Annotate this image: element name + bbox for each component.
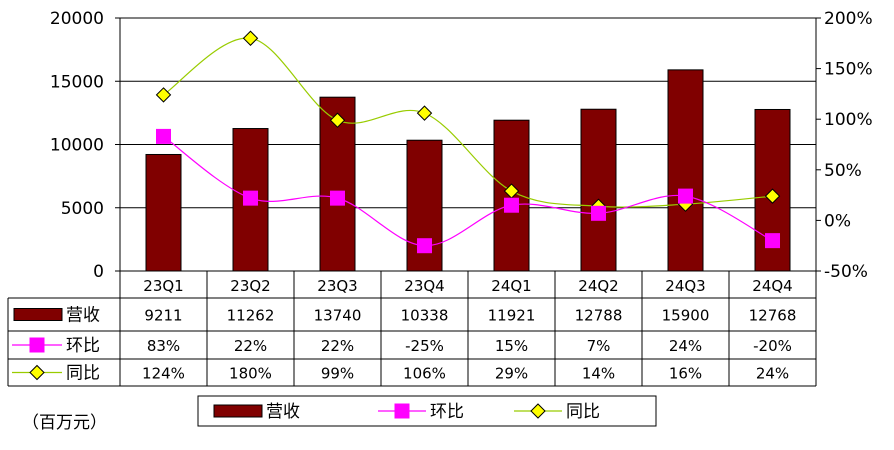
- bar: [580, 108, 617, 272]
- table-cell: -25%: [405, 337, 444, 355]
- data-point: [678, 188, 693, 204]
- data-point: [417, 238, 432, 254]
- table-cell: 22%: [321, 337, 354, 355]
- category-label: 23Q3: [317, 277, 357, 295]
- category-label: 24Q2: [578, 277, 618, 295]
- table-cell: 7%: [587, 337, 611, 355]
- category-label: 24Q1: [491, 277, 531, 295]
- bar: [667, 69, 704, 272]
- series-line: [163, 37, 773, 208]
- row-header-label: 营收: [66, 306, 100, 326]
- row-key-marker: [29, 337, 45, 353]
- y-left-tick-label: 15000: [50, 72, 104, 92]
- table-cell: 9211: [144, 307, 182, 325]
- data-point: [155, 87, 172, 103]
- y-right-tick-label: 0%: [824, 211, 851, 231]
- row-header-label: 环比: [66, 336, 100, 356]
- category-label: 24Q4: [752, 277, 792, 295]
- y-right-tick-label: 150%: [824, 60, 873, 80]
- table-cell: 180%: [229, 365, 272, 383]
- table-cell: 11262: [227, 307, 275, 325]
- table-cell: 15900: [662, 307, 710, 325]
- legend-label: 营收: [266, 402, 300, 422]
- legend: 营收 环比 同比: [197, 395, 657, 427]
- unit-label: （百万元）: [22, 413, 107, 433]
- legend-key-marker: [530, 403, 546, 419]
- gridlines: [120, 17, 816, 209]
- row-key-bar: [13, 308, 63, 321]
- row-key-marker: [29, 364, 45, 381]
- y-right-tick-label: 50%: [824, 161, 862, 181]
- data-point: [242, 30, 259, 46]
- data-table: 23Q1 23Q2 23Q3 23Q4 24Q1 24Q2 24Q3 24Q4 营收 9211 11…: [7, 271, 817, 387]
- table-cell: 106%: [403, 365, 446, 383]
- data-point: [765, 233, 780, 249]
- y-right-tick-label: -50%: [824, 262, 868, 282]
- y-left-tick-label: 0: [93, 262, 104, 282]
- bar-series: [145, 69, 791, 272]
- y-left-tick-label: 10000: [50, 136, 104, 156]
- y-left-tick-label: 20000: [50, 9, 104, 29]
- legend-box: [197, 395, 657, 427]
- table-cell: 12788: [575, 307, 623, 325]
- table-cell: 24%: [756, 365, 789, 383]
- data-point: [243, 190, 258, 206]
- category-label: 24Q3: [665, 277, 705, 295]
- data-point: [329, 112, 346, 128]
- table-cell: 15%: [495, 337, 528, 355]
- table-cell: 16%: [669, 365, 702, 383]
- category-label: 23Q2: [230, 277, 270, 295]
- y-right-tick-label: 200%: [824, 9, 873, 29]
- data-point: [764, 188, 781, 204]
- table-cell: 99%: [321, 365, 354, 383]
- table-cell: 29%: [495, 365, 528, 383]
- y-left-tick-label: 5000: [61, 199, 104, 219]
- legend-label: 同比: [566, 402, 600, 422]
- table-cell: -20%: [753, 337, 792, 355]
- table-cell: 12768: [749, 307, 797, 325]
- table-cell: 13740: [314, 307, 362, 325]
- data-point: [591, 205, 606, 221]
- data-point: [416, 105, 433, 121]
- legend-label: 环比: [430, 402, 464, 422]
- row-header-label: 同比: [66, 364, 100, 384]
- data-point: [156, 128, 171, 144]
- axes: 0 5000 10000 15000 20000 -50% 0% 50% 100% 150% 200…: [50, 9, 873, 282]
- category-label: 23Q1: [143, 277, 183, 295]
- table-cell: 14%: [582, 365, 615, 383]
- table-cell: 11921: [488, 307, 536, 325]
- table-cell: 24%: [669, 337, 702, 355]
- table-cell: 10338: [401, 307, 449, 325]
- line-series: [155, 30, 781, 254]
- category-label: 23Q4: [404, 277, 444, 295]
- data-point: [504, 197, 519, 213]
- table-cell: 22%: [234, 337, 267, 355]
- table-cell: 83%: [147, 337, 180, 355]
- y-right-tick-label: 100%: [824, 110, 873, 130]
- data-point: [330, 190, 345, 206]
- bar: [145, 153, 182, 272]
- legend-key-bar: [213, 404, 263, 418]
- legend-key-marker: [394, 403, 410, 419]
- table-cell: 124%: [142, 365, 185, 383]
